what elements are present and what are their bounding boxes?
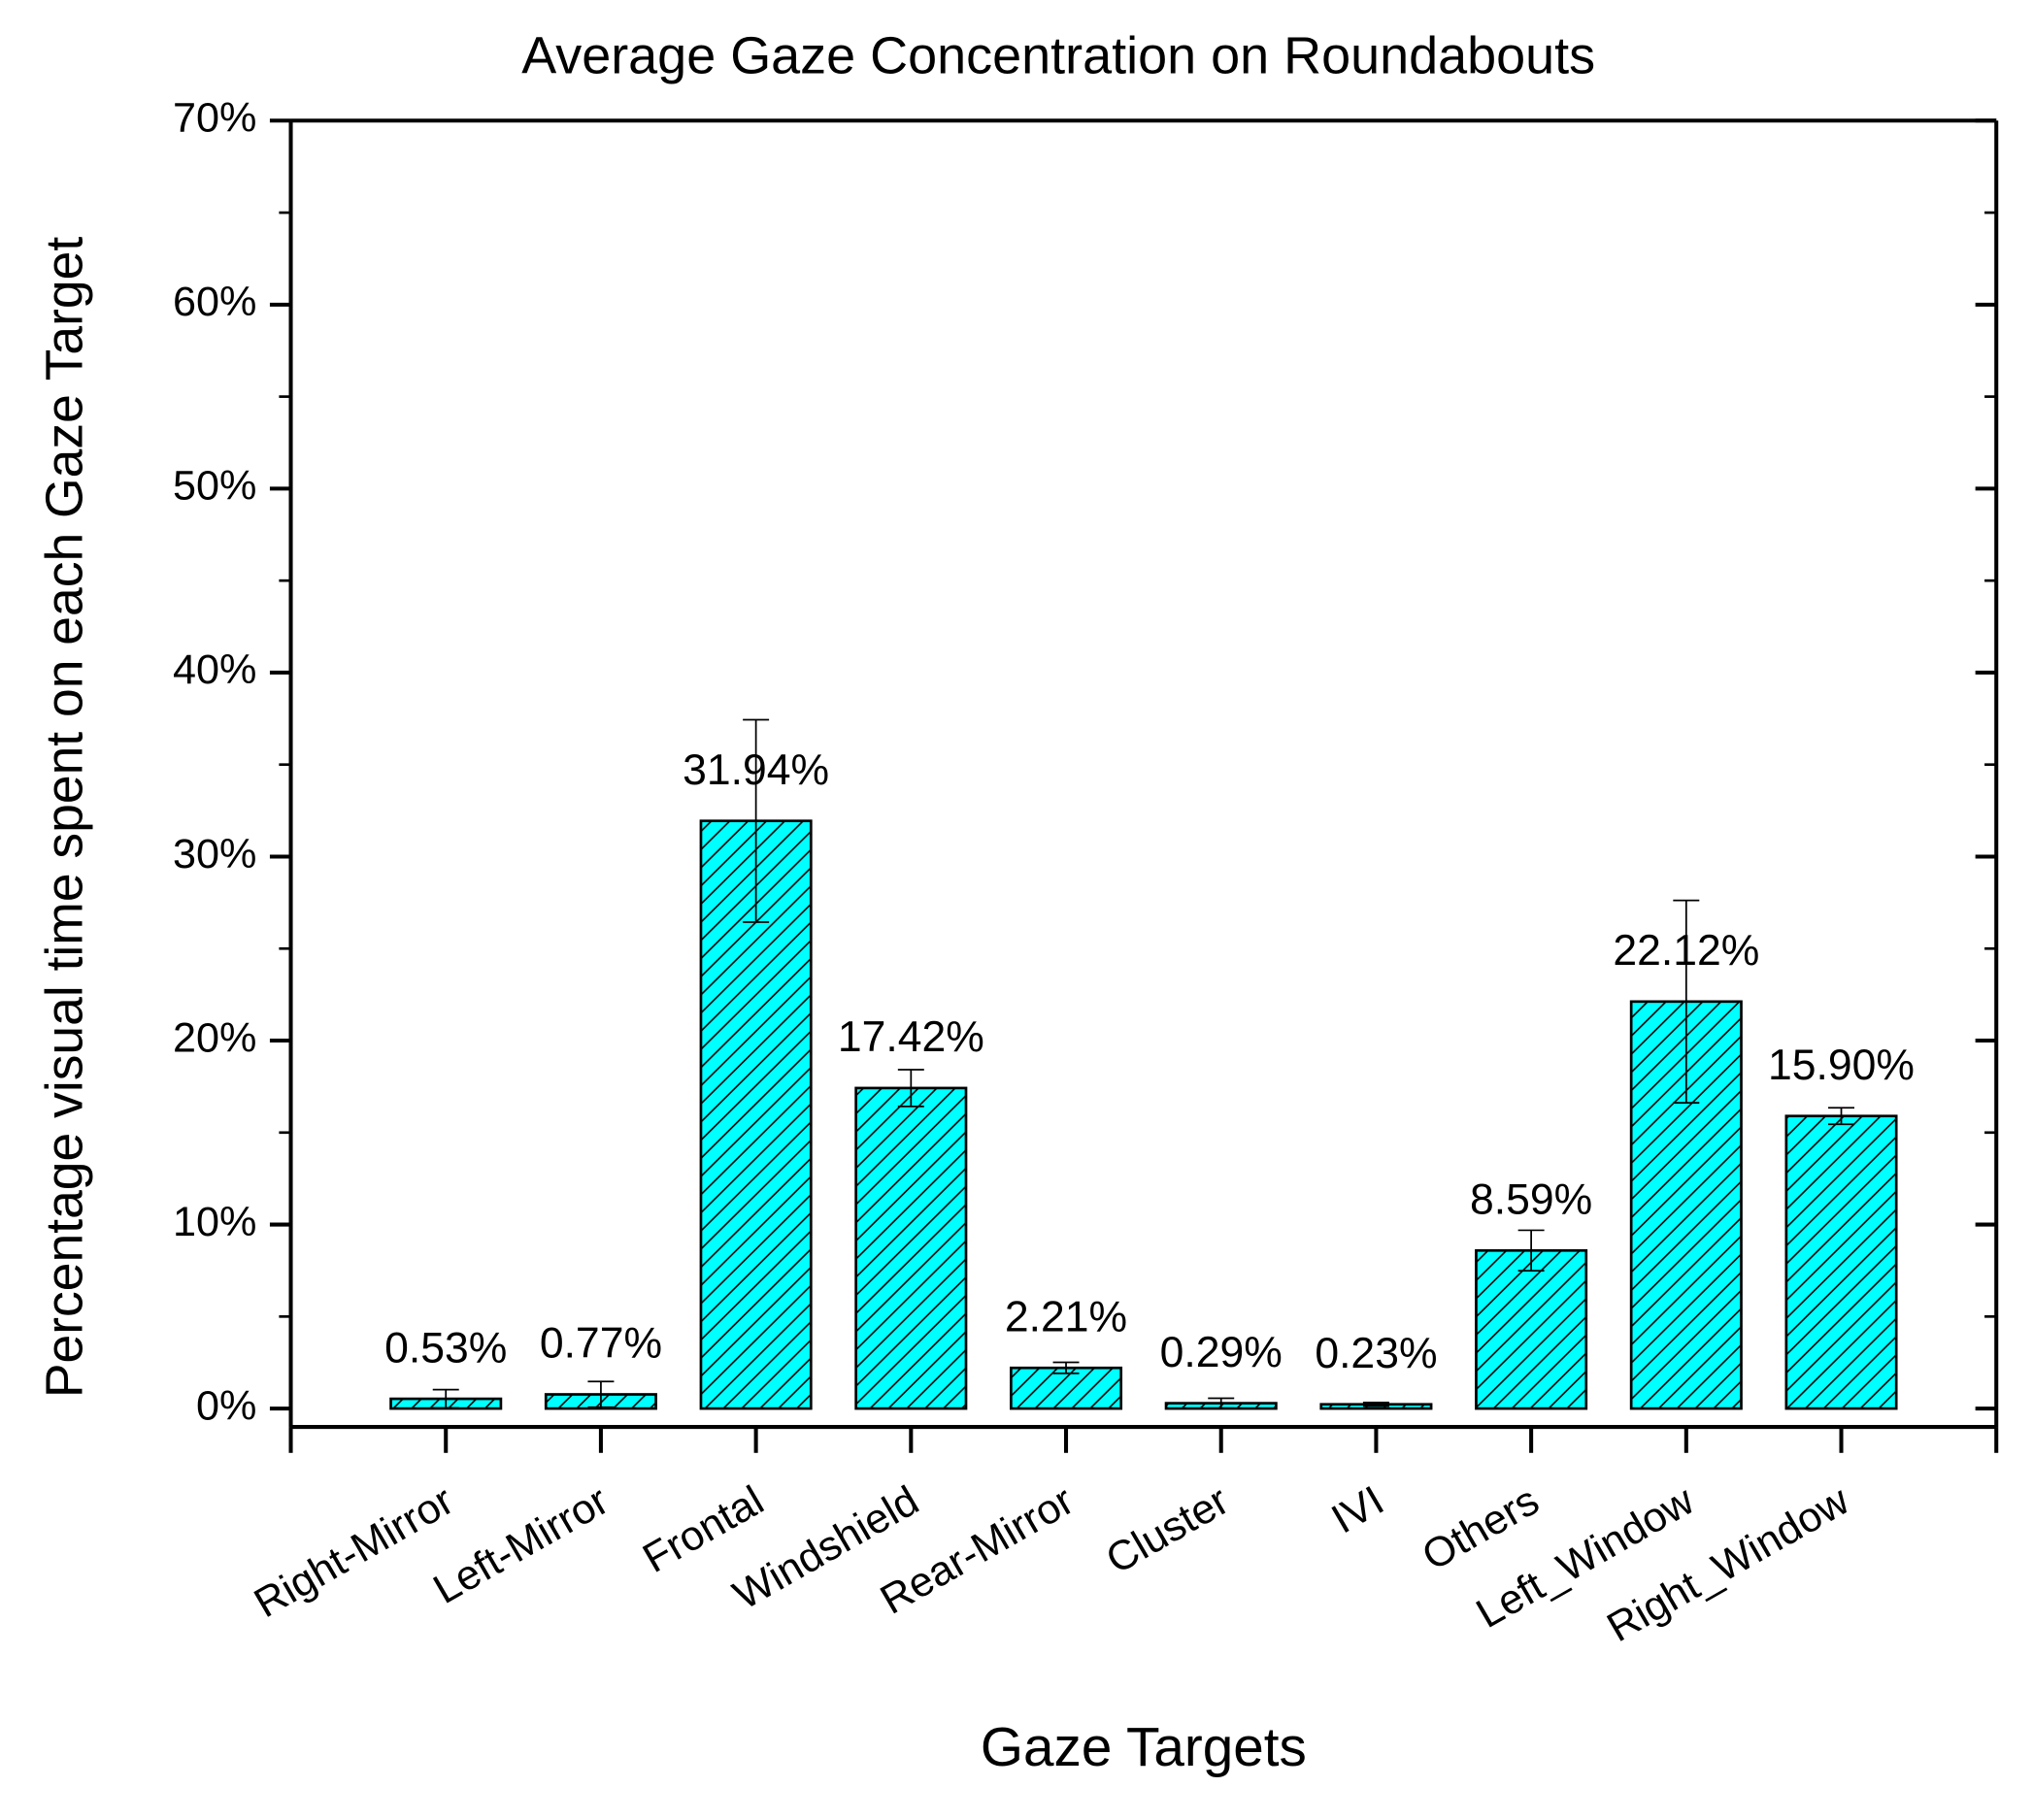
x-tick-label: Right-Mirror	[247, 1477, 461, 1627]
value-label: 15.90%	[1768, 1042, 1915, 1089]
value-label: 17.42%	[838, 1013, 984, 1061]
y-tick-label: 70%	[173, 95, 256, 142]
value-label: 8.59%	[1470, 1176, 1592, 1224]
x-tick-label: Cluster	[1098, 1477, 1237, 1583]
y-tick-label: 50%	[173, 463, 256, 510]
value-label: 0.77%	[540, 1320, 662, 1368]
value-label: 31.94%	[683, 746, 829, 794]
x-tick-label: IVI	[1324, 1477, 1392, 1543]
y-tick-label: 0%	[196, 1383, 256, 1430]
bar-hatch	[1475, 1248, 1588, 1410]
bar-hatch	[1784, 1114, 1898, 1410]
y-tick-label: 10%	[173, 1199, 256, 1245]
value-label: 0.23%	[1315, 1330, 1437, 1377]
bar-hatch	[854, 1086, 968, 1410]
y-tick-label: 20%	[173, 1014, 256, 1061]
value-label: 0.53%	[384, 1324, 507, 1372]
value-label: 22.12%	[1613, 927, 1759, 975]
chart-title: Average Gaze Concentration on Roundabout…	[521, 27, 1595, 85]
y-tick-label: 40%	[173, 646, 256, 693]
x-tick-label: Left-Mirror	[426, 1477, 617, 1613]
y-tick-label: 30%	[173, 831, 256, 877]
y-axis-title: Percentage visual time spent on each Gaz…	[35, 237, 93, 1398]
x-axis-title: Gaze Targets	[981, 1716, 1307, 1777]
value-label: 2.21%	[1005, 1294, 1127, 1341]
value-label: 0.29%	[1160, 1329, 1283, 1376]
bar-hatch	[1010, 1366, 1123, 1410]
y-tick-label: 60%	[173, 279, 256, 325]
